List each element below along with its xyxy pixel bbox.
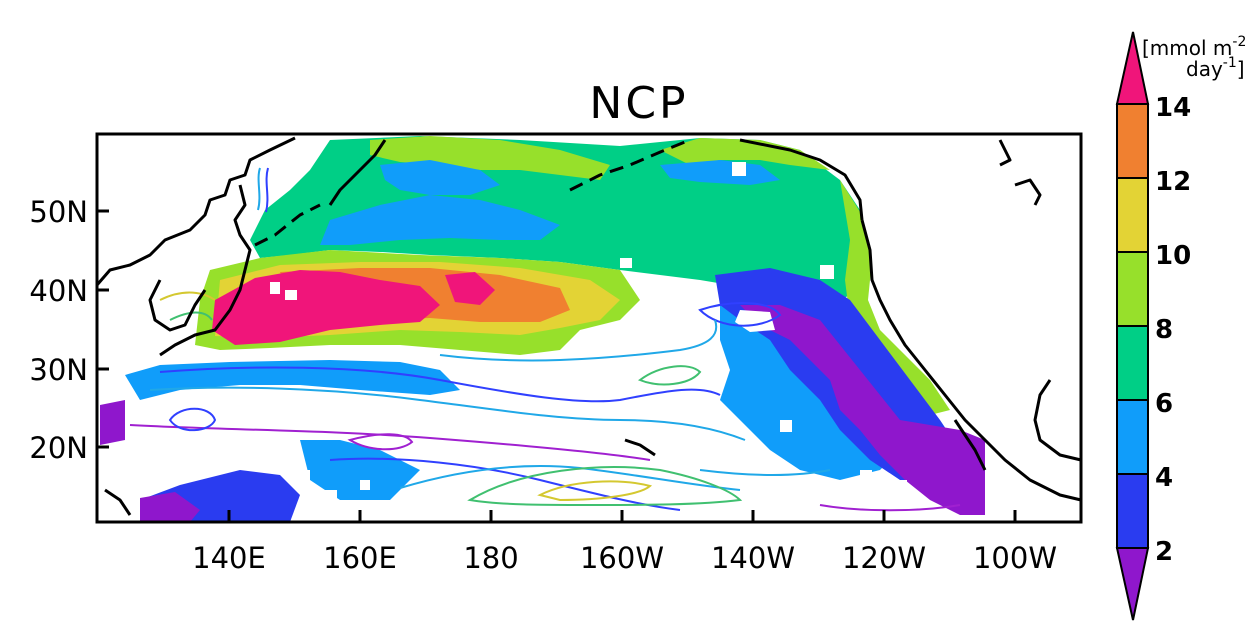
masked-cells	[270, 162, 907, 502]
contour-line	[257, 167, 261, 211]
coastline-kurils	[254, 203, 321, 247]
ncp-region-below-2-southwest	[140, 492, 200, 522]
colorbar-label: 4	[1155, 463, 1173, 493]
x-tick-label: 160E	[323, 541, 397, 575]
contour-line	[168, 407, 217, 432]
map-frame	[95, 132, 1083, 524]
colorbar-label: 14	[1155, 93, 1191, 123]
coastline-hawaii	[624, 438, 656, 457]
ncp-fill-layer	[100, 136, 985, 522]
ncp-region-4-6-north-west	[320, 195, 560, 245]
svg-text:day-1]: day-1]	[1186, 55, 1245, 81]
x-tick-label: 180	[463, 541, 518, 575]
y-axis	[97, 209, 109, 449]
units-label: [mmol m-2 day-1]	[1142, 34, 1246, 81]
ncp-region-4-6-subtropic-w	[125, 360, 460, 400]
ncp-contour-layer	[129, 167, 961, 512]
ncp-region-above-14	[212, 270, 440, 345]
ncp-region-4-6-gulf	[660, 160, 780, 185]
coastline-mexico-east	[1033, 379, 1082, 462]
contour-line	[699, 469, 831, 476]
y-axis-labels: 50N 40N 30N 20N	[29, 195, 88, 465]
map-title: NCP	[589, 78, 688, 129]
contour-line	[129, 424, 651, 461]
colorbar-label: 8	[1155, 315, 1173, 345]
colorbar-bin	[1116, 251, 1149, 327]
colorbar-label: 10	[1155, 241, 1191, 271]
coastline-aleutians	[569, 138, 691, 192]
colorbar-bin	[1116, 177, 1149, 253]
colorbar: 14 12 10 8 6 4 2	[1115, 31, 1191, 621]
coastline-philippines	[104, 488, 132, 516]
ncp-region-8-10-north	[370, 136, 610, 180]
colorbar-bin	[1116, 473, 1149, 549]
ncp-region-4-6-north-center	[380, 160, 500, 195]
contour-line	[169, 311, 213, 321]
contour-line	[537, 480, 653, 502]
coastline-alaska	[739, 138, 864, 221]
coastline-baffin	[1014, 178, 1042, 206]
x-tick-label: 120W	[842, 541, 926, 575]
ncp-region-below-2-west	[100, 400, 125, 445]
contour-line	[439, 319, 718, 362]
coastline-hudson	[998, 139, 1012, 167]
x-axis	[227, 510, 1017, 522]
colorbar-bin	[1116, 103, 1149, 179]
x-tick-label: 140W	[711, 541, 795, 575]
contour-line	[347, 433, 414, 451]
contour-line	[149, 386, 746, 441]
contour-line	[159, 291, 216, 301]
contour-line	[467, 466, 743, 506]
contour-line	[819, 504, 961, 512]
coastline-gulf-california	[953, 419, 987, 471]
contour-line	[637, 365, 702, 386]
coastline-japan	[159, 184, 252, 357]
y-tick-label: 50N	[29, 195, 88, 229]
colorbar-triangle-bottom	[1115, 547, 1150, 621]
ncp-region-below-2-east	[740, 305, 985, 515]
ncp-region-above-14-b	[445, 272, 495, 305]
y-tick-label: 30N	[29, 353, 88, 387]
units-line2-end: ]	[1237, 57, 1245, 81]
colorbar-label: 2	[1155, 537, 1173, 567]
coastline-northamerica	[860, 219, 1082, 502]
coastline-layer	[95, 136, 1082, 516]
units-line2-sup: -1	[1223, 55, 1237, 71]
ncp-region-4-6-south	[300, 440, 420, 500]
x-tick-label: 140E	[192, 541, 266, 575]
coastline-kamchatka	[328, 139, 387, 206]
x-axis-labels: 140E 160E 180 160W 140W 120W 100W	[192, 541, 1057, 575]
y-tick-label: 40N	[29, 274, 88, 308]
colorbar-label: 12	[1155, 167, 1191, 197]
colorbar-bin	[1116, 399, 1149, 475]
contour-line	[698, 302, 782, 327]
contour-line	[265, 167, 269, 213]
contour-line	[159, 366, 721, 403]
colorbar-label: 6	[1155, 389, 1173, 419]
map-panel	[95, 132, 1083, 524]
colorbar-bin	[1116, 325, 1149, 401]
units-line1: [mmol m	[1142, 36, 1232, 60]
x-tick-label: 160W	[580, 541, 664, 575]
units-line1-sup: -2	[1232, 34, 1246, 50]
contour-line	[329, 457, 681, 511]
svg-text:[mmol m-2: [mmol m-2	[1142, 34, 1246, 60]
coastline-asia	[95, 136, 296, 286]
x-tick-label: 100W	[973, 541, 1057, 575]
y-tick-label: 20N	[29, 431, 88, 465]
coastline-korea	[148, 279, 207, 332]
units-line2: day	[1186, 57, 1223, 81]
